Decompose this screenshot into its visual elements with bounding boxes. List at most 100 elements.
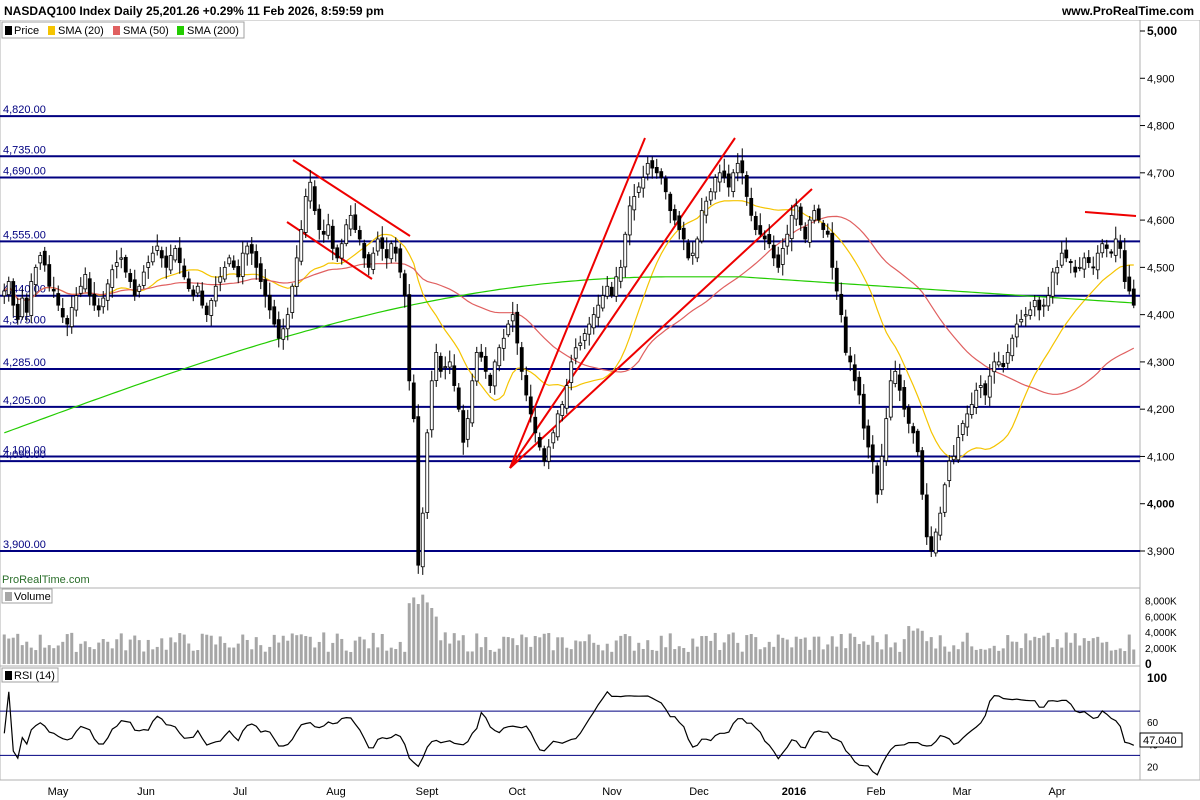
volume-bar xyxy=(569,649,573,664)
candle-body xyxy=(551,432,556,444)
candle-body xyxy=(393,246,398,254)
candle-body xyxy=(677,215,682,230)
volume-bar xyxy=(1010,641,1014,664)
candle-body xyxy=(767,234,772,245)
candle-body xyxy=(6,281,11,296)
trend-line xyxy=(509,188,813,469)
candle-body xyxy=(672,209,677,221)
volume-bar xyxy=(646,640,650,664)
rsi-tick-label: 60 xyxy=(1147,718,1159,729)
legend-price-label: Price xyxy=(14,25,39,37)
candle-body xyxy=(483,355,488,372)
volume-bar xyxy=(241,634,245,664)
volume-bar xyxy=(749,633,753,664)
volume-bar xyxy=(623,634,627,664)
volume-bar xyxy=(1100,642,1104,664)
candle-body xyxy=(497,347,502,367)
candle-body xyxy=(173,248,178,261)
candle-body xyxy=(1127,276,1132,292)
volume-bar xyxy=(1064,632,1068,664)
volume-bar xyxy=(727,634,731,664)
candle-body xyxy=(641,177,646,189)
site-credit[interactable]: www.ProRealTime.com xyxy=(1061,4,1194,18)
candle-body xyxy=(924,494,929,538)
candle-body xyxy=(434,352,439,381)
rsi-value-tag xyxy=(1139,732,1183,748)
candle-body xyxy=(659,171,664,178)
volume-bar xyxy=(1060,647,1064,664)
volume-bar xyxy=(731,632,735,664)
candle-body xyxy=(114,262,119,267)
trend-line xyxy=(1084,211,1137,217)
candle-body xyxy=(240,252,245,277)
volume-bar xyxy=(641,648,645,664)
rsi-value: 47.040 xyxy=(1143,735,1177,747)
volume-bar xyxy=(209,635,213,664)
volume-bar xyxy=(245,639,249,664)
candle-body xyxy=(969,404,974,415)
volume-bar xyxy=(1091,638,1095,664)
candle-body xyxy=(1104,244,1109,249)
volume-bar xyxy=(407,603,411,664)
candle-body xyxy=(290,285,295,313)
candle-body xyxy=(281,328,286,340)
candle-body xyxy=(825,230,830,235)
candle-body xyxy=(177,247,182,264)
volume-bar xyxy=(785,639,789,664)
volume-bar xyxy=(916,628,920,664)
volume-bar xyxy=(686,651,690,664)
volume-bar xyxy=(502,636,506,664)
volume-bar xyxy=(416,604,420,664)
volume-bar xyxy=(1087,640,1091,664)
candle-body xyxy=(519,347,524,372)
volume-bar xyxy=(763,647,767,664)
candle-body xyxy=(632,196,637,211)
volume-bar xyxy=(331,642,335,664)
watermark: ProRealTime.com xyxy=(2,574,90,586)
volume-bar xyxy=(677,646,681,664)
candle-body xyxy=(942,484,947,513)
month-label: Mar xyxy=(953,786,972,798)
candle-body xyxy=(537,437,542,448)
volume-label: Volume xyxy=(14,591,51,603)
volume-bar xyxy=(160,638,164,664)
candle-body xyxy=(443,366,448,369)
candle-body xyxy=(717,172,722,183)
candle-body xyxy=(1055,266,1060,274)
candle-body xyxy=(735,162,740,174)
trend-line xyxy=(509,137,736,469)
volume-bar xyxy=(1001,648,1005,664)
volume-bar xyxy=(146,639,150,664)
candle-body xyxy=(528,396,533,415)
candle-body xyxy=(231,260,236,268)
volume-bar xyxy=(421,594,425,664)
candle-body xyxy=(996,361,1001,366)
candle-body xyxy=(708,191,713,201)
volume-bar xyxy=(862,641,866,664)
candle-body xyxy=(1041,304,1046,307)
candle-body xyxy=(803,226,808,240)
candle-body xyxy=(267,294,272,311)
volume-bar xyxy=(583,641,587,664)
candle-body xyxy=(884,418,889,462)
candle-body xyxy=(186,278,191,290)
level-label: 4,555.00 xyxy=(3,229,46,241)
price-tick-label: 4,400 xyxy=(1147,310,1175,322)
volume-bar xyxy=(650,649,654,664)
candle-body xyxy=(276,319,281,339)
candle-body xyxy=(299,229,304,262)
volume-bar xyxy=(632,650,636,664)
volume-bar xyxy=(133,635,137,664)
candle-body xyxy=(195,285,200,294)
volume-bar xyxy=(821,649,825,664)
price-tick-label: 4,200 xyxy=(1147,404,1175,416)
volume-bar xyxy=(20,645,24,664)
volume-bar xyxy=(376,647,380,664)
volume-bar xyxy=(43,647,47,664)
volume-bar xyxy=(349,651,353,664)
candle-body xyxy=(731,172,736,192)
candle-body xyxy=(339,243,344,259)
volume-bar xyxy=(425,602,429,664)
candle-body xyxy=(587,323,592,335)
